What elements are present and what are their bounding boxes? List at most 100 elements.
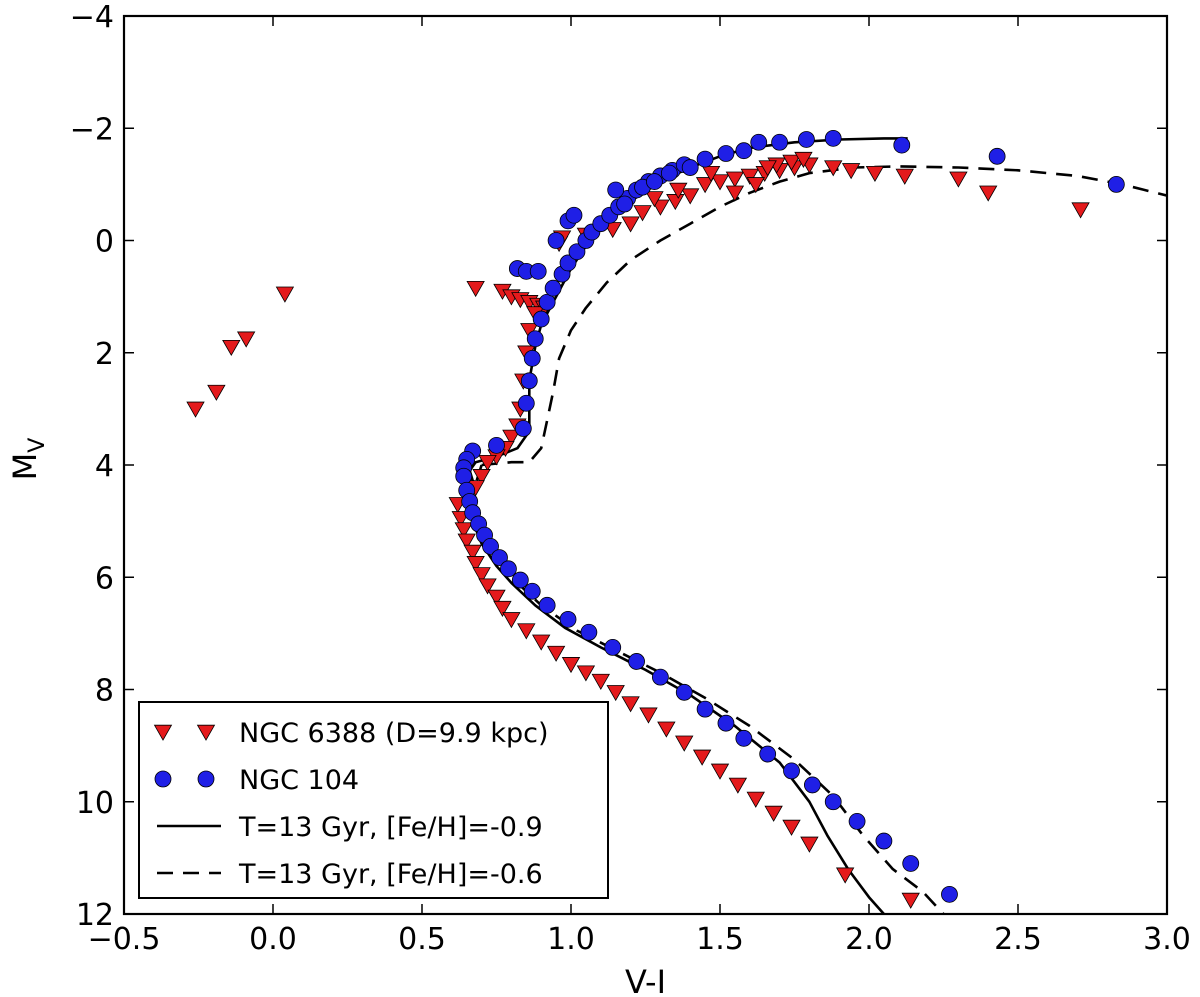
ngc6388-point-39 [576, 665, 596, 682]
ngc104-point-67 [529, 262, 547, 280]
ngc6388-point-26 [454, 522, 473, 539]
y-tick-label: 6 [95, 561, 114, 596]
ngc104-point-72 [616, 195, 634, 213]
ngc6388-point-5 [466, 281, 485, 298]
ngc104-point-35 [520, 372, 538, 390]
ngc104-point-20 [675, 683, 693, 701]
ngc104-point-23 [735, 729, 753, 747]
ngc104-point-74 [646, 173, 663, 190]
ngc6388-point-36 [532, 634, 551, 651]
ngc6388-point-72 [824, 160, 843, 177]
ngc6388-point-87 [645, 191, 664, 208]
ngc6388-point-38 [561, 657, 581, 674]
legend-marker-ngc6388 [153, 724, 173, 741]
ngc6388-point-0 [186, 401, 205, 418]
ngc6388-point-67 [740, 168, 759, 185]
isochrone-line-2 [481, 165, 1167, 467]
ngc6388-point-29 [466, 556, 485, 573]
legend-label: T=13 Gyr, [Fe/H]=-0.6 [238, 859, 543, 890]
ngc6388-point-2 [222, 339, 241, 357]
legend-box [138, 701, 609, 899]
axes: −0.5 0.0 0.5 1.0 1.5 2.0 2.5 3.0 −4 −2 0 2 4 6 8 10 12 V-… [6, 0, 1191, 997]
ngc6388-point-76 [949, 171, 968, 188]
x-tick-label: 0.5 [398, 922, 446, 957]
ngc6388-point-28 [463, 544, 482, 561]
ngc6388-point-64 [695, 177, 715, 194]
ngc6388-point-37 [546, 645, 566, 662]
ngc104-point-14 [538, 596, 556, 614]
ngc6388-point-47 [710, 763, 730, 780]
ngc6388-point-1 [207, 384, 226, 401]
ngc104-point-12 [511, 571, 529, 589]
ngc6388-point-43 [639, 707, 658, 724]
ngc6388-point-65 [710, 174, 730, 191]
ngc104-point-39 [538, 293, 556, 311]
ngc6388-point-44 [657, 721, 676, 738]
ngc6388-point-83 [794, 151, 813, 168]
ngc104-point-71 [607, 181, 625, 199]
ngc104-point-24 [759, 745, 777, 763]
ngc6388-point-74 [865, 165, 885, 183]
x-tick-label: −0.5 [88, 922, 161, 957]
plot-clip-group [186, 129, 1167, 914]
ngc6388-point-41 [606, 685, 625, 702]
ngc6388-point-54 [901, 892, 920, 909]
ngc104-point-38 [532, 310, 550, 328]
ngc104-point-29 [875, 832, 893, 850]
ngc6388-point-84 [758, 160, 777, 177]
ngc104-point-18 [628, 653, 645, 670]
ngc6388-point-66 [725, 171, 745, 188]
ngc6388-point-53 [835, 867, 855, 884]
ngc104-point-15 [559, 610, 577, 628]
ngc6388-point-80 [746, 177, 765, 194]
y-axis-label-subscript: V [25, 438, 50, 453]
ngc6388-point-77 [979, 185, 998, 202]
ngc104-point-70 [565, 206, 583, 224]
y-tick-label: −4 [70, 0, 114, 35]
y-tick-label: 4 [95, 449, 114, 484]
ngc104-point-64 [1107, 175, 1125, 193]
x-axis-label: V-I [625, 963, 666, 997]
ngc104-point-58 [750, 133, 768, 151]
ngc6388-point-32 [487, 589, 506, 606]
ngc6388-point-85 [701, 165, 721, 183]
ngc104-point-32 [488, 436, 505, 454]
ngc6388-point-60 [633, 205, 652, 222]
ngc104-point-16 [580, 623, 598, 641]
x-tick-label: 2.0 [845, 922, 893, 957]
ngc104-point-37 [526, 330, 544, 348]
legend: NGC 6388 (D=9.9 kpc) NGC 104 T=13 Gyr, [Fe… [138, 701, 609, 899]
ngc104-point-33 [514, 420, 532, 437]
ngc6388-point-48 [728, 777, 748, 794]
y-axis-label-main: M [6, 453, 44, 481]
ngc104-point-57 [735, 142, 753, 160]
ngc104-point-56 [717, 145, 735, 162]
legend-label: T=13 Gyr, [Fe/H]=-0.9 [238, 812, 543, 843]
y-axis-label: MV [6, 438, 50, 481]
ngc104-point-25 [783, 762, 800, 780]
x-tick-label: 0.0 [249, 922, 297, 957]
ngc6388-point-73 [841, 163, 861, 180]
ngc6388-point-21 [478, 454, 497, 472]
ngc104-point-28 [848, 812, 866, 830]
ngc104-point-34 [517, 394, 535, 412]
ngc6388-point-33 [493, 600, 512, 617]
ngc104-point-13 [523, 582, 541, 600]
legend-marker-ngc104 [154, 770, 172, 788]
ngc104-point-43 [568, 243, 586, 261]
ngc6388-point-59 [621, 216, 640, 233]
ngc104-point-9 [482, 537, 499, 555]
ngc6388-point-18 [502, 429, 521, 446]
ngc6388-point-50 [764, 805, 783, 822]
ngc104-point-26 [803, 776, 821, 794]
ngc104-point-68 [547, 232, 565, 249]
ngc104-point-61 [824, 129, 842, 147]
ngc104-point-3 [455, 467, 473, 485]
ngc104-point-17 [604, 639, 622, 656]
ngc104-point-10 [491, 549, 508, 567]
ngc6388-point-46 [692, 749, 712, 766]
plot-area [186, 129, 1167, 914]
ngc6388-point-35 [517, 623, 536, 640]
legend-label: NGC 6388 (D=9.9 kpc) [239, 718, 548, 749]
